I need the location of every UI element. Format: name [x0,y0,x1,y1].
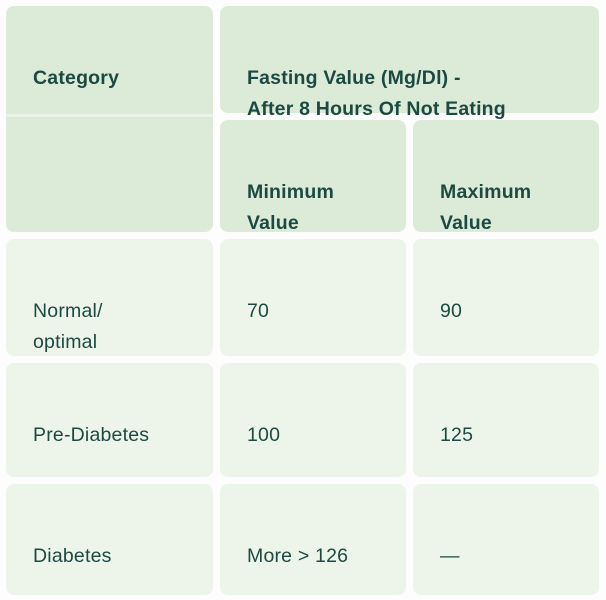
header-maximum-value-cell: Maximum Value [413,120,599,234]
header-category-label: Category [33,67,120,89]
cell-diabetes-min: More > 126 [220,484,406,595]
cell-text: — [440,545,460,567]
cell-text: Diabetes [33,545,112,567]
cell-text: 100 [247,424,281,446]
cell-diabetes-category: Diabetes [6,484,213,595]
cell-text: 125 [440,424,474,446]
cell-text: More > 126 [247,545,349,567]
cell-text: 90 [440,300,463,322]
cell-prediabetes-min: 100 [220,363,406,477]
header-minimum-value-label: Minimum Value [247,181,334,234]
cell-text: Pre-Diabetes [33,424,150,446]
cell-text: 70 [247,300,270,322]
cell-normal-min: 70 [220,239,406,356]
header-seam-divider [6,114,213,117]
header-category-cell: Category [6,6,213,232]
cell-prediabetes-max: 125 [413,363,599,477]
cell-prediabetes-category: Pre-Diabetes [6,363,213,477]
header-fasting-value-cell: Fasting Value (Mg/Dl) - After 8 Hours Of… [220,6,599,120]
cell-normal-category: Normal/ optimal [6,239,213,356]
cell-diabetes-max: — [413,484,599,595]
header-minimum-value-cell: Minimum Value [220,120,406,234]
cell-text: Normal/ optimal [33,300,103,353]
header-fasting-value-label: Fasting Value (Mg/Dl) - After 8 Hours Of… [247,67,506,120]
header-maximum-value-label: Maximum Value [440,181,532,234]
cell-normal-max: 90 [413,239,599,356]
